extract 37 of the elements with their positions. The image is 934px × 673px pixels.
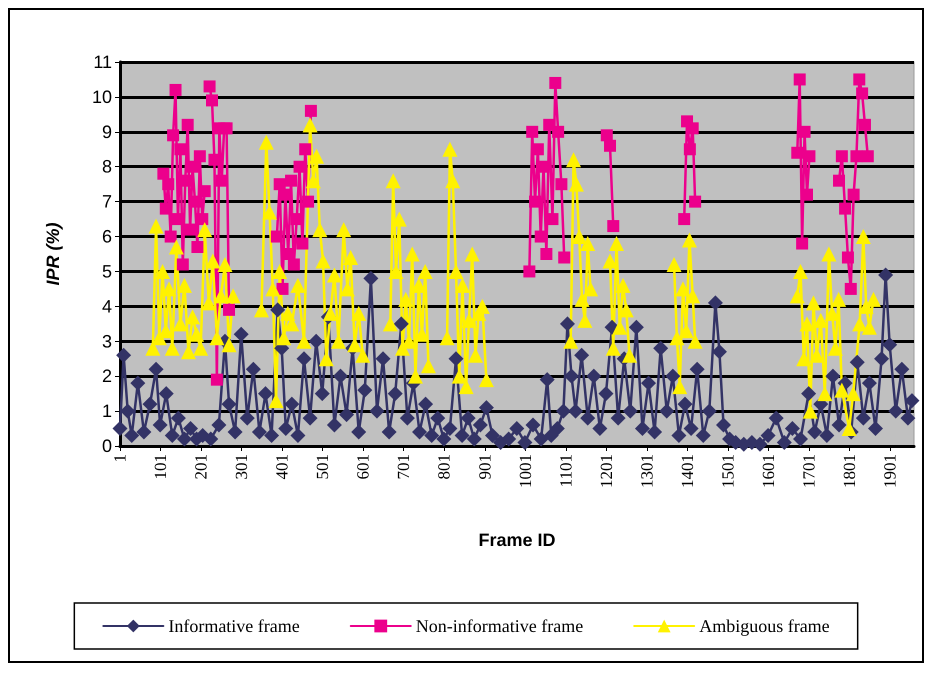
x-tick-label: 1301	[637, 454, 656, 488]
y-tick-label: 1	[102, 401, 112, 422]
y-tick-label: 10	[92, 86, 112, 107]
x-tick-label: 1001	[516, 454, 535, 488]
x-tick-label: 901	[475, 454, 494, 480]
x-tick-label: 1401	[678, 454, 697, 488]
y-axis-title: IPR (%)	[43, 222, 63, 286]
x-tick-label: 801	[434, 454, 454, 480]
x-axis-title: Frame ID	[478, 530, 556, 550]
legend-label: Non-informative frame	[416, 616, 584, 636]
x-tick-label: 101	[151, 454, 170, 480]
y-tick-label: 4	[102, 296, 112, 316]
y-tick-label: 0	[102, 436, 112, 456]
x-tick-label: 1901	[880, 454, 900, 488]
y-tick-label: 8	[102, 156, 112, 177]
y-tick-label: 11	[93, 52, 112, 72]
y-tick-label: 3	[102, 331, 112, 352]
y-tick-label: 7	[102, 192, 112, 212]
y-tick-label: 6	[102, 226, 112, 247]
legend-label: Ambiguous frame	[699, 616, 830, 636]
x-tick-label: 1801	[840, 454, 860, 488]
y-tick-label: 9	[102, 122, 112, 142]
x-tick-label: 201	[192, 454, 211, 480]
x-tick-label: 1701	[800, 454, 819, 488]
x-tick-label: 1	[110, 454, 130, 462]
x-tick-label: 301	[232, 454, 252, 480]
x-tick-label: 601	[354, 454, 373, 480]
y-tick-label: 5	[102, 261, 112, 282]
x-tick-label: 1101	[556, 454, 576, 488]
x-tick-label: 1601	[758, 454, 778, 488]
legend-label: Informative frame	[168, 616, 300, 636]
y-tick-label: 2	[102, 366, 112, 386]
x-tick-label: 701	[394, 454, 414, 480]
x-tick-label: 401	[272, 454, 292, 480]
x-tick-label: 501	[313, 454, 332, 480]
x-tick-label: 1501	[718, 454, 738, 488]
x-tick-label: 1201	[596, 454, 616, 488]
